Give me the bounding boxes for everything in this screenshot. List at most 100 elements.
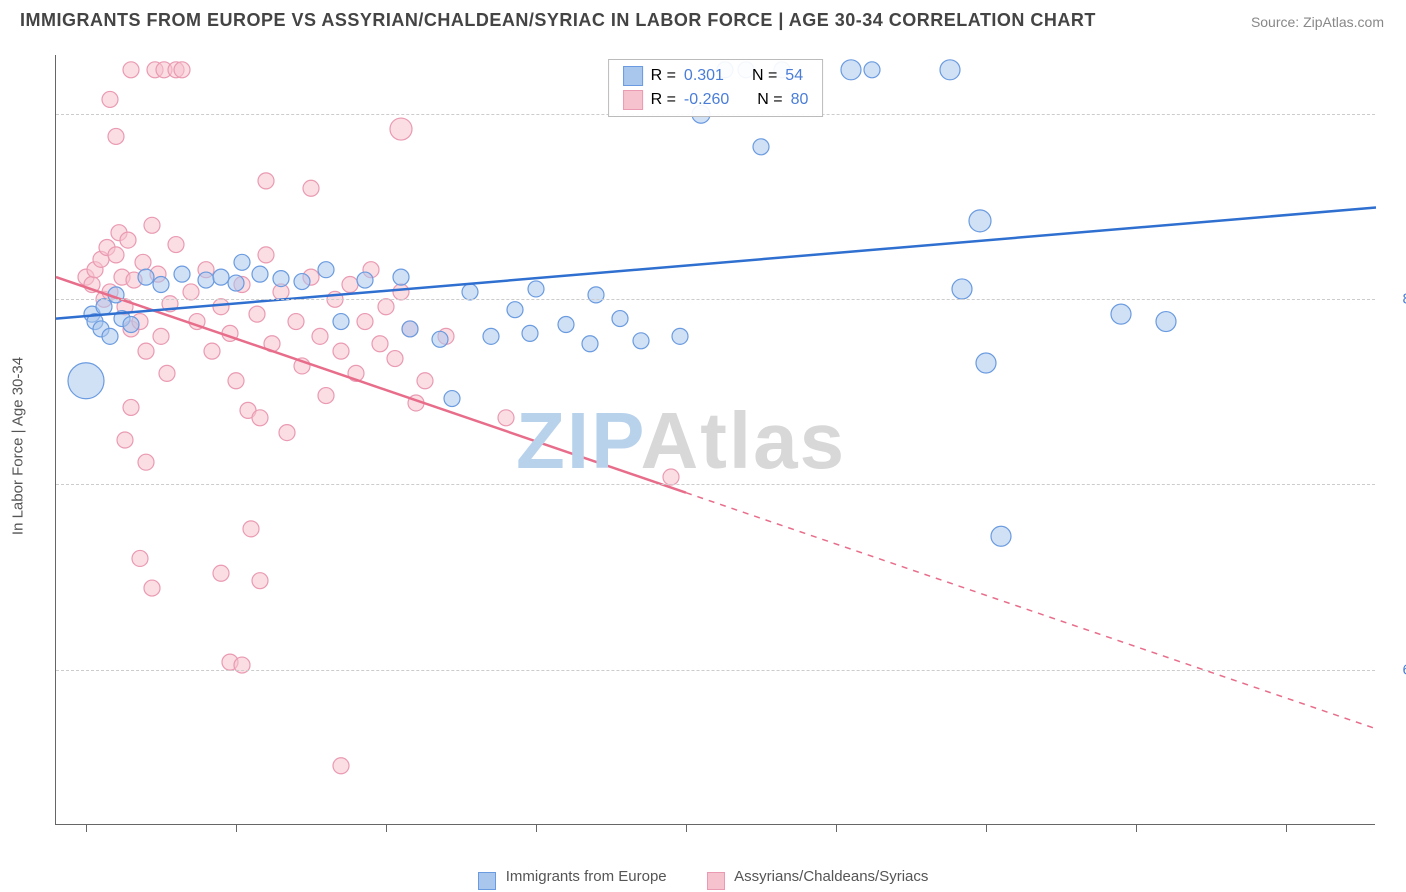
legend-series: Immigrants from Europe Assyrians/Chaldea…	[0, 868, 1406, 886]
y-tick-label: 87.5%	[1385, 291, 1406, 308]
scatter-point	[663, 469, 679, 485]
chart-container: IMMIGRANTS FROM EUROPE VS ASSYRIAN/CHALD…	[0, 0, 1406, 892]
scatter-point	[969, 210, 991, 232]
scatter-point	[498, 410, 514, 426]
scatter-point	[213, 269, 229, 285]
scatter-point	[213, 565, 229, 581]
scatter-point	[243, 521, 259, 537]
x-tick-mark	[686, 824, 687, 832]
scatter-point	[976, 353, 996, 373]
scatter-point	[228, 275, 244, 291]
gridline	[56, 670, 1375, 671]
scatter-point	[333, 758, 349, 774]
scatter-point	[234, 254, 250, 270]
scatter-point	[273, 271, 289, 287]
scatter-point	[303, 180, 319, 196]
scatter-point	[841, 60, 861, 80]
scatter-point	[123, 399, 139, 415]
scatter-point	[1156, 312, 1176, 332]
legend-n-label: N =	[757, 88, 782, 112]
scatter-point	[753, 139, 769, 155]
scatter-point	[483, 328, 499, 344]
scatter-point	[558, 317, 574, 333]
scatter-point	[138, 343, 154, 359]
legend-r-value: -0.260	[684, 88, 729, 112]
y-axis-label: In Labor Force | Age 30-34	[10, 357, 27, 535]
plot-area: R = 0.301 N = 54 R = -0.260 N = 80 ZIPAt…	[55, 55, 1375, 825]
x-tick-mark	[1286, 824, 1287, 832]
scatter-point	[123, 62, 139, 78]
scatter-point	[372, 336, 388, 352]
scatter-point	[144, 217, 160, 233]
scatter-point	[864, 62, 880, 78]
legend-item-series1: Immigrants from Europe	[478, 868, 671, 885]
scatter-point	[522, 325, 538, 341]
scatter-point	[258, 173, 274, 189]
legend-row-series1: R = 0.301 N = 54	[623, 64, 809, 88]
legend-n-value: 80	[791, 88, 809, 112]
scatter-point	[333, 343, 349, 359]
scatter-point	[252, 410, 268, 426]
scatter-point	[432, 331, 448, 347]
scatter-point	[132, 550, 148, 566]
legend-r-label: R =	[651, 88, 676, 112]
legend-r-value: 0.301	[684, 64, 724, 88]
scatter-point	[258, 247, 274, 263]
scatter-point	[174, 266, 190, 282]
scatter-point	[108, 247, 124, 263]
scatter-point	[174, 62, 190, 78]
scatter-point	[991, 526, 1011, 546]
scatter-point	[138, 269, 154, 285]
swatch-pink-icon	[707, 872, 725, 890]
scatter-point	[318, 388, 334, 404]
scatter-point	[940, 60, 960, 80]
scatter-point	[138, 454, 154, 470]
scatter-point	[417, 373, 433, 389]
chart-title: IMMIGRANTS FROM EUROPE VS ASSYRIAN/CHALD…	[20, 10, 1096, 31]
scatter-point	[117, 432, 133, 448]
scatter-point	[318, 262, 334, 278]
scatter-point	[144, 580, 160, 596]
scatter-point	[393, 269, 409, 285]
x-tick-mark	[836, 824, 837, 832]
scatter-point	[588, 287, 604, 303]
scatter-point	[357, 272, 373, 288]
x-tick-mark	[1136, 824, 1137, 832]
scatter-point	[312, 328, 328, 344]
legend-correlation: R = 0.301 N = 54 R = -0.260 N = 80	[608, 59, 824, 117]
source-attribution: Source: ZipAtlas.com	[1251, 14, 1384, 30]
scatter-point	[294, 274, 310, 290]
scatter-point	[393, 284, 409, 300]
x-tick-mark	[86, 824, 87, 832]
scatter-point	[108, 128, 124, 144]
scatter-point	[402, 321, 418, 337]
x-tick-mark	[986, 824, 987, 832]
scatter-point	[1111, 304, 1131, 324]
scatter-point	[390, 118, 412, 140]
legend-label-series2: Assyrians/Chaldeans/Syriacs	[734, 868, 928, 885]
legend-n-label: N =	[752, 64, 777, 88]
gridline	[56, 484, 1375, 485]
scatter-point	[378, 299, 394, 315]
chart-svg	[56, 55, 1375, 824]
trend-line	[56, 208, 1376, 319]
swatch-blue-icon	[478, 872, 496, 890]
trend-line-extrapolated	[686, 493, 1376, 729]
scatter-point	[672, 328, 688, 344]
scatter-point	[582, 336, 598, 352]
scatter-point	[333, 314, 349, 330]
scatter-point	[252, 573, 268, 589]
scatter-point	[249, 306, 265, 322]
scatter-point	[96, 299, 112, 315]
scatter-point	[462, 284, 478, 300]
scatter-point	[357, 314, 373, 330]
scatter-point	[153, 328, 169, 344]
legend-row-series2: R = -0.260 N = 80	[623, 88, 809, 112]
scatter-point	[279, 425, 295, 441]
scatter-point	[123, 317, 139, 333]
scatter-point	[204, 343, 220, 359]
scatter-point	[288, 314, 304, 330]
scatter-point	[387, 351, 403, 367]
y-tick-label: 62.5%	[1385, 661, 1406, 678]
scatter-point	[234, 657, 250, 673]
